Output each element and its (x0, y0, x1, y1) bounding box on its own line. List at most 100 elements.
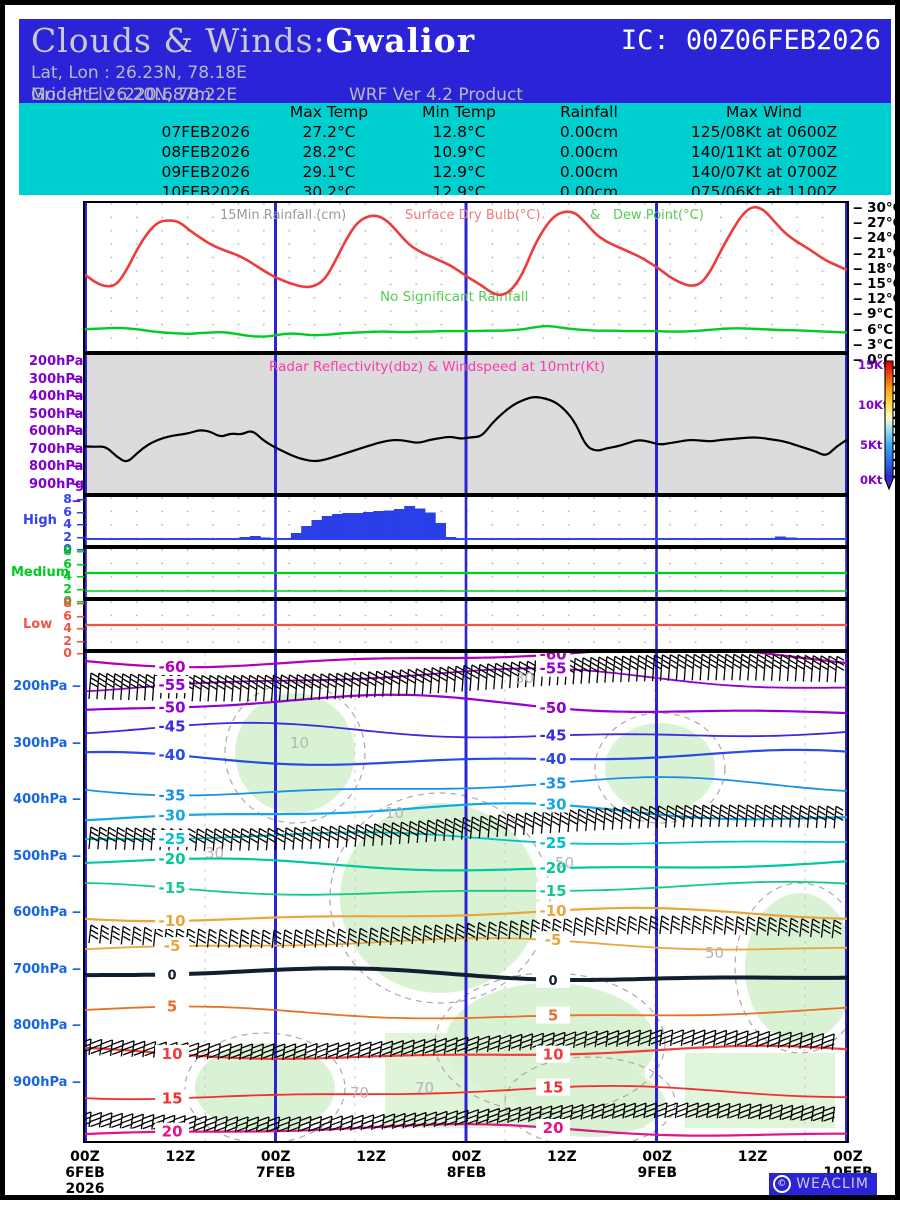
amp-title: & (590, 208, 600, 223)
cloud-tick-medium-6: 6 ‒ (63, 555, 85, 571)
svg-text:-35: -35 (159, 786, 186, 804)
no-rainfall-note: No Significant Rainfall (380, 289, 528, 305)
radar-pressure-tick-6: 800hPa ‒ (29, 459, 84, 492)
rainfall-title: 15Min Rainfall (cm) (220, 208, 346, 223)
dewpoint-curve (85, 324, 847, 338)
svg-text:0: 0 (549, 974, 558, 989)
svg-text:5: 5 (548, 1007, 558, 1025)
time-tick-6: 00Z 9FEB (637, 1149, 677, 1181)
svg-text:-15: -15 (159, 879, 186, 897)
col-rainfall: Rainfall (560, 103, 618, 121)
cell-max-wind: 140/07Kt at 0700Z (690, 163, 838, 181)
table-body: 07FEB2026 27.2°C 12.8°C 0.00cm 125/08Kt at 0… (114, 122, 874, 195)
time-tick-1: 12Z (166, 1149, 196, 1165)
cell-min-temp: 12.8°C (432, 123, 486, 141)
page-title: Clouds & Winds:Gwalior (31, 21, 475, 60)
cloud-tick-high-0: 0 ‒ (63, 541, 85, 557)
cloud-tick-medium-8: 8 ‒ (63, 543, 85, 558)
tick-day: 6FEB (65, 1165, 105, 1181)
svg-text:-25: -25 (540, 834, 567, 852)
tick-day: 8FEB (446, 1165, 487, 1181)
col-min-temp: Min Temp (422, 103, 496, 121)
time-axis: 00Z 6FEB 2026 12Z 00Z 7FEB 12Z 00Z 8FEB 12Z 00Z 9FE… (5, 1145, 900, 1205)
isotherm-labels: -60-60-55-55-50 -50-45-45-40 -40-35-35-30-… (155, 653, 571, 1141)
temperature-chart: 15Min Rainfall (cm) Surface Dry Bulb(°C)… (85, 203, 847, 351)
tick-time: 00Z (260, 1149, 291, 1165)
tick-time: 12Z (165, 1149, 196, 1165)
header-banner: Clouds & Winds:Gwalior IC: 00Z06FEB2026 … (19, 19, 891, 105)
drybulb-title: Surface Dry Bulb(°C) (405, 208, 541, 223)
cell-date: 07FEB2026 (161, 123, 250, 141)
radar-pressure-axis: 200hPa ‒ 300hPa ‒ 400hPa ‒ 500hPa ‒ 600hPa ‒… (29, 353, 85, 510)
svg-text:-40: -40 (540, 750, 567, 768)
model-elevation-label: Model Elv :220.687m (31, 85, 211, 105)
svg-text:-25: -25 (159, 830, 186, 848)
svg-text:-55: -55 (540, 660, 567, 678)
tick-time: 00Z (833, 1149, 863, 1165)
legend-0kt: 0Kt (860, 473, 883, 487)
cloud-tick-low-6: 6 ‒ (63, 607, 85, 623)
high-cloud-bars (239, 506, 797, 539)
cloud-tick-medium-0: 0 ‒ (63, 593, 85, 609)
svg-text:30: 30 (205, 844, 224, 862)
cell-max-temp: 29.1°C (302, 163, 356, 181)
day-divider-lines (85, 497, 847, 545)
copyright-icon: © (773, 1175, 792, 1193)
initial-condition-label: IC: 00Z06FEB2026 (620, 25, 881, 56)
svg-text:30: 30 (515, 669, 534, 687)
cross-pressure-tick-2: 400hPa ‒ (13, 792, 81, 807)
svg-text:-30: -30 (159, 806, 186, 824)
col-max-temp: Max Temp (289, 103, 369, 121)
title-prefix: Clouds & Winds: (31, 21, 326, 60)
temp-tick-0: ‒ 30°C (853, 200, 900, 216)
windspeed-chart: Radar Reflectivity(dbz) & Windspeed at 1… (85, 355, 847, 493)
legend-15kt: 15Kt (858, 358, 889, 372)
high-cloud-panel (83, 495, 849, 547)
radar-pressure-tick-3: 500hPa ‒ (29, 406, 84, 440)
tick-day: 7FEB (255, 1165, 296, 1181)
temp-tick-4: ‒ 18°C (853, 260, 900, 277)
svg-text:70: 70 (415, 1079, 434, 1097)
weaclim-watermark: © WEACLIM (769, 1173, 877, 1195)
cell-max-temp: 28.2°C (302, 143, 356, 161)
svg-text:-10: -10 (540, 902, 567, 920)
col-max-wind: Max Wind (726, 103, 802, 121)
cell-date: 08FEB2026 (161, 143, 250, 161)
cell-rainfall: 0.00cm (559, 163, 619, 181)
cross-section-chart: -60-60-55-55-50 -50-45-45-40 -40-35-35-30-… (85, 653, 847, 1141)
svg-text:10: 10 (290, 734, 309, 752)
time-tick-3: 12Z (356, 1149, 386, 1165)
time-tick-2: 00Z 7FEB (256, 1149, 296, 1181)
temp-tick-9: ‒ 3°C (853, 336, 894, 353)
svg-text:15: 15 (162, 1089, 183, 1107)
svg-text:-5: -5 (545, 931, 562, 949)
col-date (114, 103, 264, 122)
tick-day: 9FEB (637, 1165, 678, 1181)
legend-10kt: 10Kt (858, 398, 889, 412)
gridpoint-label: Grid Pt : 26.20N, 78.22E (31, 85, 238, 105)
temp-tick-2: ‒ 24°C (853, 230, 900, 247)
cross-pressure-tick-4: 600hPa ‒ (13, 905, 81, 920)
svg-text:-50: -50 (540, 699, 567, 717)
cell-min-temp: 12.9°C (432, 163, 486, 181)
radar-pressure-tick-7: 900hPg ‒ (29, 476, 85, 510)
tick-time: 00Z (642, 1149, 673, 1165)
svg-text:0: 0 (168, 968, 177, 983)
table-row: 08FEB2026 28.2°C 10.9°C 0.00cm 140/11Kt at 0… (114, 142, 874, 162)
forecast-summary-table: Max Temp Min Temp Rainfall Max Wind 07FE… (19, 103, 891, 195)
windspeed-colorbar: 15Kt 10Kt 5Kt 0Kt (857, 353, 900, 493)
cross-pressure-tick-6: 800hPa ‒ (13, 1018, 81, 1033)
svg-text:-55: -55 (159, 676, 186, 694)
time-tick-5: 12Z (547, 1149, 577, 1165)
legend-5kt: 5Kt (860, 438, 883, 452)
table-row: 10FEB2026 30.2°C 12.9°C 0.00cm 075/06Kt at 1… (114, 182, 874, 195)
radar-panel-title: Radar Reflectivity(dbz) & Windspeed at 1… (269, 359, 605, 375)
temp-tick-1: ‒ 27°C (853, 215, 900, 232)
temp-tick-7: ‒ 9°C (853, 306, 894, 323)
low-cloud-chart (85, 601, 847, 649)
cell-max-temp: 27.2°C (302, 123, 356, 141)
tick-time: 00Z (70, 1149, 100, 1165)
svg-text:-15: -15 (540, 882, 567, 900)
cell-min-temp: 12.9°C (432, 183, 486, 195)
